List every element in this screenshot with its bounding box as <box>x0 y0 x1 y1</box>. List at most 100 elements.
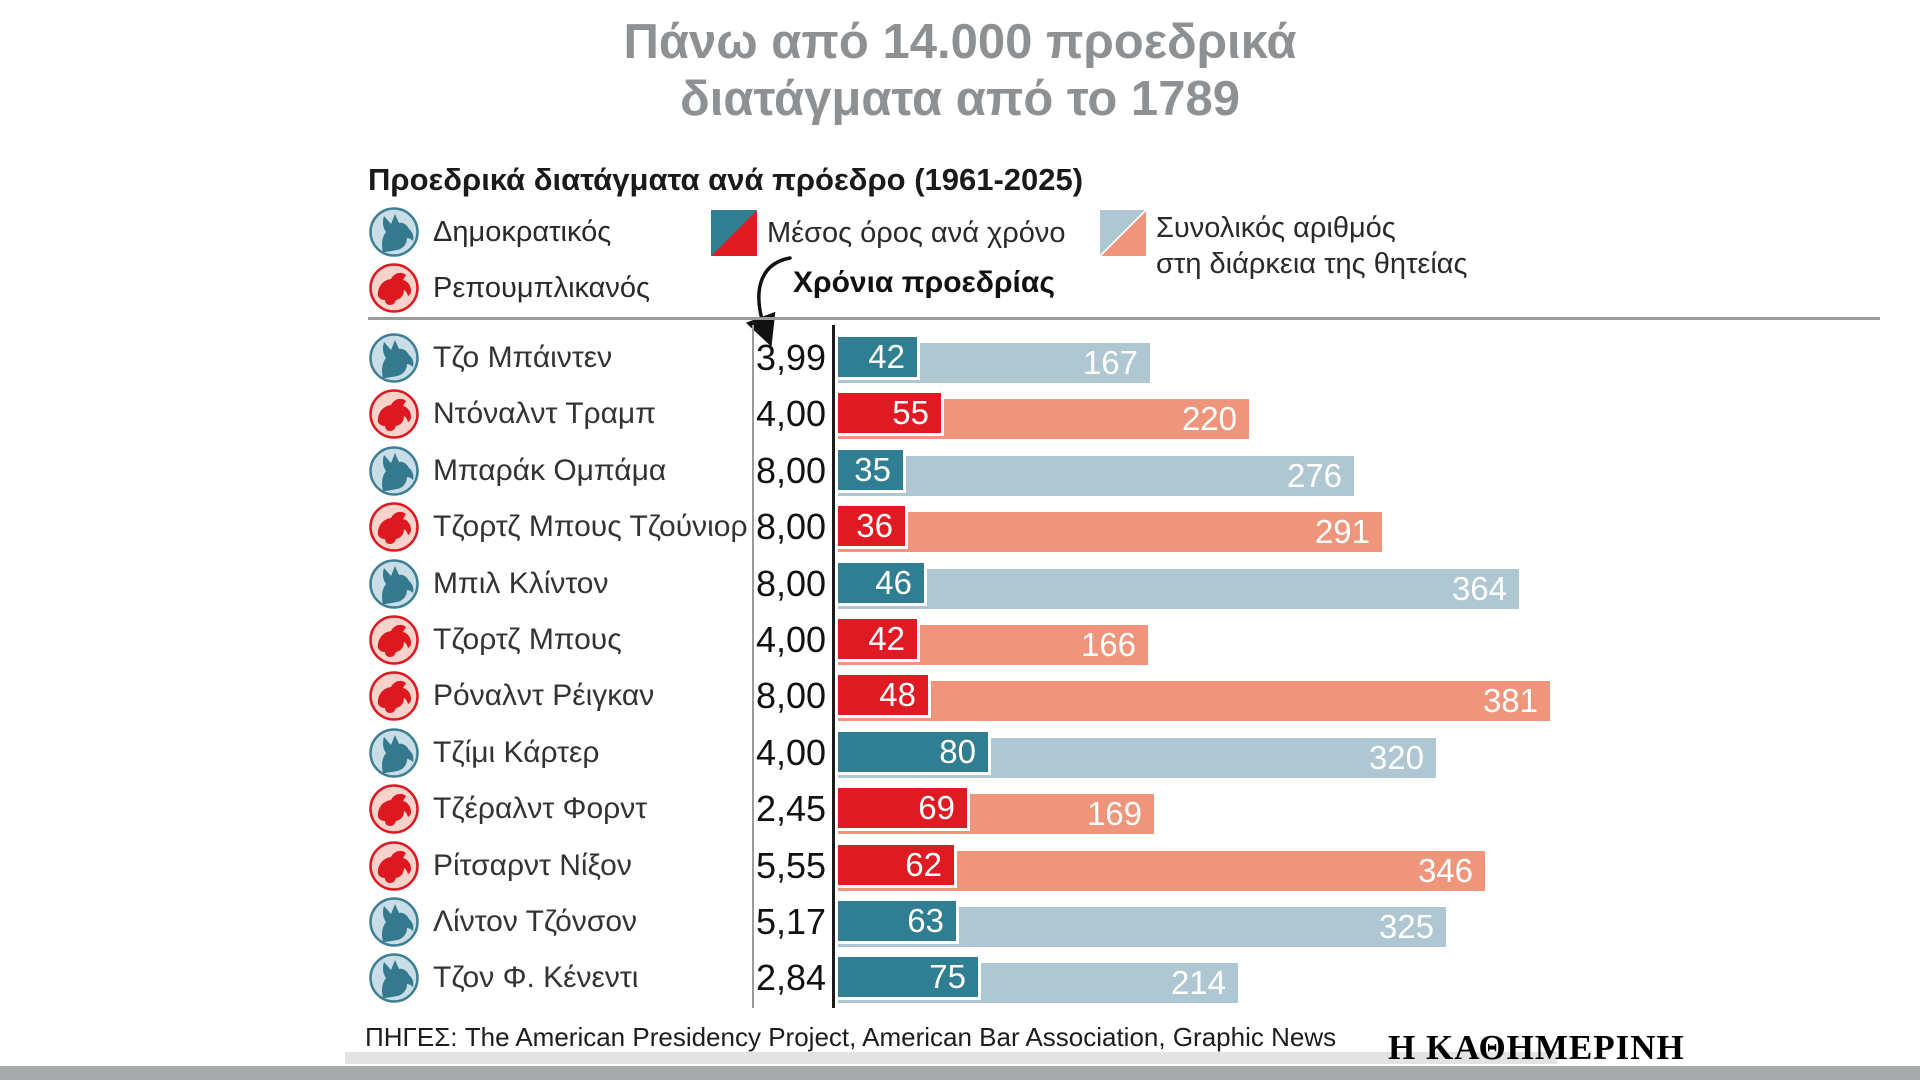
total-orders-value: 169 <box>1086 795 1142 833</box>
avg-orders-bar: 42 <box>838 337 920 380</box>
avg-orders-value: 48 <box>879 676 916 714</box>
total-orders-bar: 276 <box>838 455 1354 496</box>
bar-group: 214 75 <box>838 957 1238 1007</box>
years-in-office-value: 8,00 <box>756 562 827 604</box>
years-in-office-value: 8,00 <box>756 449 827 491</box>
chart-subtitle: Προεδρικά διατάγματα ανά πρόεδρο (1961-2… <box>368 162 1084 197</box>
legend-total-label-line2: στη διάρκεια της θητείας <box>1156 248 1468 280</box>
avg-orders-bar: 35 <box>838 449 906 493</box>
republican-elephant-icon <box>368 614 420 666</box>
avg-orders-bar: 42 <box>838 619 920 662</box>
years-in-office-value: 4,00 <box>756 393 827 435</box>
bar-group: 291 36 <box>838 506 1382 556</box>
years-in-office-value: 4,00 <box>756 731 827 773</box>
avg-orders-bar: 69 <box>838 788 970 832</box>
president-name: Τζορτζ Μπους <box>433 623 622 656</box>
avg-orders-value: 36 <box>856 507 893 545</box>
years-column-header: Χρόνια προεδρίας <box>793 266 1055 299</box>
president-name: Ρίτσαρντ Νίξον <box>433 848 632 882</box>
years-in-office-value: 4,00 <box>756 619 827 660</box>
avg-orders-bar: 55 <box>838 393 944 437</box>
avg-orders-bar: 63 <box>838 901 959 944</box>
avg-legend-swatch-icon <box>711 210 757 256</box>
avg-orders-bar: 46 <box>838 562 927 606</box>
total-orders-value: 220 <box>1181 400 1237 438</box>
avg-orders-value: 63 <box>907 902 944 939</box>
total-orders-value: 320 <box>1368 738 1424 776</box>
president-name: Ρόναλντ Ρέιγκαν <box>433 679 655 713</box>
years-in-office-value: 5,55 <box>756 844 827 886</box>
bar-group: 169 69 <box>838 788 1154 838</box>
total-orders-value: 166 <box>1080 626 1136 663</box>
democrat-donkey-icon <box>368 952 420 1004</box>
elephant-icon <box>368 262 420 314</box>
bar-group: 167 42 <box>838 337 1150 387</box>
president-name: Λίντον Τζόνσον <box>433 905 638 938</box>
republican-elephant-icon <box>368 783 420 835</box>
bar-group: 166 42 <box>838 619 1148 669</box>
republican-elephant-icon <box>368 670 420 722</box>
kathimerini-logo: Η ΚΑΘΗΜΕΡΙΝΗ <box>1388 1028 1685 1067</box>
total-orders-bar: 381 <box>838 681 1550 722</box>
president-name: Τζίμι Κάρτερ <box>433 735 600 769</box>
legend-avg-label: Μέσος όρος ανά χρόνο <box>767 217 1066 249</box>
donkey-icon <box>368 206 420 258</box>
total-orders-value: 167 <box>1082 344 1138 381</box>
bar-group: 276 35 <box>838 449 1354 500</box>
president-name: Τζορτζ Μπους Τζούνιορ <box>433 510 748 544</box>
total-orders-value: 381 <box>1482 682 1538 720</box>
top-divider-line <box>368 317 1880 320</box>
footer-divider-band <box>345 1052 1557 1064</box>
years-in-office-value: 2,84 <box>756 957 827 999</box>
avg-orders-bar: 75 <box>838 957 981 1001</box>
years-in-office-value: 2,45 <box>756 788 827 830</box>
avg-orders-value: 55 <box>892 394 929 432</box>
democrat-donkey-icon <box>368 332 420 384</box>
president-name: Μπιλ Κλίντον <box>433 566 609 600</box>
total-orders-value: 346 <box>1417 851 1473 889</box>
bar-axis-line <box>832 325 835 1008</box>
page-title: Πάνω από 14.000 προεδρικά διατάγματα από… <box>0 14 1920 128</box>
president-name: Μπαράκ Ομπάμα <box>433 453 667 487</box>
total-orders-bar: 291 <box>838 512 1382 553</box>
democrat-donkey-icon <box>368 558 420 610</box>
democrat-donkey-icon <box>368 445 420 497</box>
page-title-line2: διατάγματα από το 1789 <box>680 71 1240 126</box>
legend-republican-label: Ρεπουμπλικανός <box>433 272 651 304</box>
legend-total-label: Συνολικός αριθμός στη διάρκεια της θητεί… <box>1156 210 1468 282</box>
legend-democrat-label: Δημοκρατικός <box>433 216 612 248</box>
bar-group: 346 62 <box>838 844 1485 895</box>
years-in-office-value: 8,00 <box>756 675 827 717</box>
page-title-line1: Πάνω από 14.000 προεδρικά <box>623 15 1297 69</box>
avg-orders-bar: 80 <box>838 731 991 775</box>
total-orders-value: 325 <box>1378 908 1434 945</box>
avg-orders-bar: 36 <box>838 506 908 550</box>
legend-total-label-line1: Συνολικός αριθμός <box>1156 212 1396 244</box>
avg-orders-value: 35 <box>854 450 891 488</box>
republican-elephant-icon <box>368 388 420 440</box>
president-name: Τζέραλντ Φορντ <box>433 792 648 826</box>
president-name: Τζον Φ. Κένεντι <box>433 961 639 995</box>
republican-elephant-icon <box>368 840 420 892</box>
total-orders-value: 364 <box>1451 569 1507 607</box>
avg-orders-bar: 48 <box>838 675 931 719</box>
avg-orders-value: 75 <box>929 958 966 996</box>
bar-group: 325 63 <box>838 901 1446 951</box>
bar-group: 381 48 <box>838 675 1550 725</box>
republican-elephant-icon <box>368 501 420 553</box>
total-orders-value: 276 <box>1286 456 1342 494</box>
years-column-left-rule <box>752 325 754 1008</box>
years-in-office-value: 5,17 <box>756 901 827 942</box>
sources-text: ΠΗΓΕΣ: The American Presidency Project, … <box>365 1022 1337 1052</box>
total-orders-value: 214 <box>1170 964 1226 1002</box>
total-orders-value: 291 <box>1314 513 1370 551</box>
curved-arrow-icon <box>745 256 792 346</box>
avg-orders-value: 42 <box>868 338 905 375</box>
democrat-donkey-icon <box>368 896 420 948</box>
avg-orders-value: 42 <box>868 620 905 657</box>
avg-orders-value: 80 <box>939 732 976 770</box>
avg-orders-value: 62 <box>905 845 942 883</box>
years-in-office-value: 3,99 <box>756 337 827 378</box>
total-orders-bar: 364 <box>838 568 1519 609</box>
